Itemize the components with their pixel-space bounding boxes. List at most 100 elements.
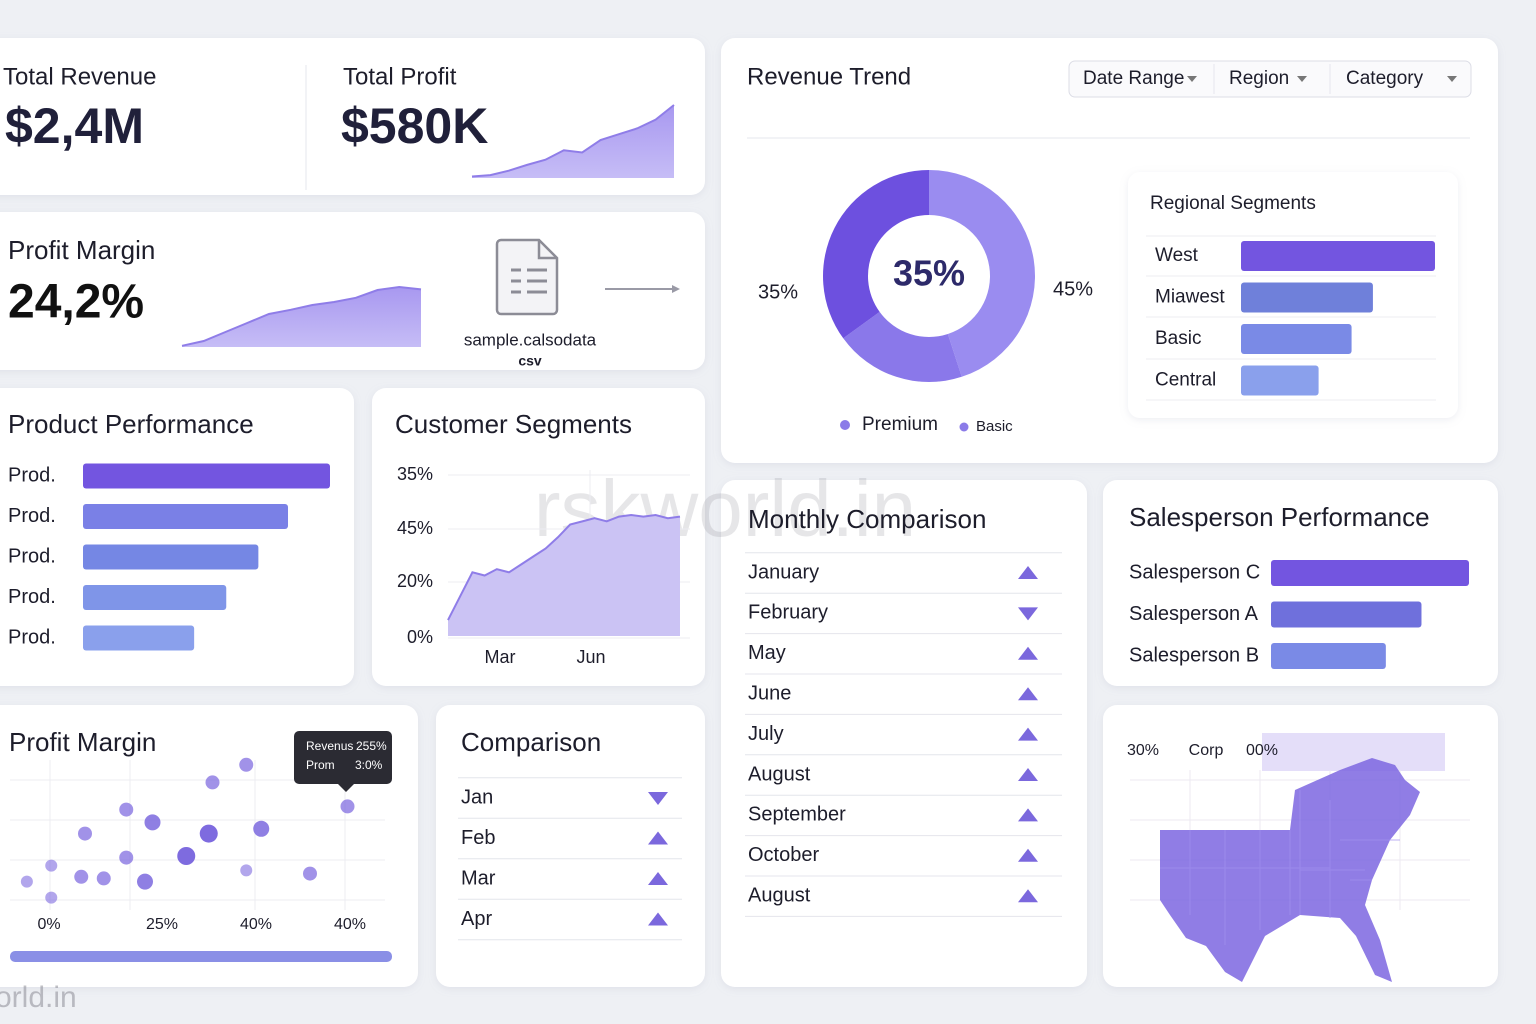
product-label: Prod. bbox=[8, 505, 56, 527]
comparison-card bbox=[436, 705, 705, 987]
regional-bar bbox=[1241, 241, 1435, 271]
salesperson-label: Salesperson C bbox=[1129, 561, 1260, 583]
monthly-comparison-card bbox=[721, 480, 1087, 987]
filter-dropdown[interactable]: Category bbox=[1346, 68, 1424, 89]
scatter-point bbox=[240, 864, 253, 877]
map-label: 00% bbox=[1246, 742, 1278, 759]
regional-bar bbox=[1241, 324, 1352, 354]
x-label: Mar bbox=[485, 647, 516, 667]
scatter-point bbox=[205, 775, 220, 790]
scatter-point bbox=[303, 866, 317, 881]
trend-up bbox=[1018, 768, 1038, 781]
x-label: 40% bbox=[334, 916, 366, 933]
scatter-point bbox=[74, 869, 89, 884]
y-label: 0% bbox=[407, 627, 433, 647]
trend-up bbox=[648, 831, 668, 845]
scatter-point bbox=[340, 799, 355, 814]
file-extension: csv bbox=[518, 353, 542, 369]
scatter-point bbox=[177, 847, 196, 865]
row-label: February bbox=[748, 602, 828, 624]
x-label: 25% bbox=[146, 916, 178, 933]
row-label: Mar bbox=[461, 867, 496, 889]
salesperson-bar bbox=[1271, 601, 1422, 628]
segment-area bbox=[448, 515, 680, 636]
range-slider[interactable] bbox=[10, 951, 392, 962]
kpi-value: 24,2% bbox=[8, 276, 144, 329]
kpi-value: $580K bbox=[341, 98, 488, 154]
donut-segment bbox=[843, 311, 962, 382]
trend-up bbox=[1018, 727, 1038, 741]
product-label: Prod. bbox=[8, 586, 56, 608]
scatter-point bbox=[239, 757, 254, 772]
y-label: 20% bbox=[397, 571, 433, 591]
kpi-label: Total Profit bbox=[343, 63, 457, 90]
card-title: Salesperson Performance bbox=[1129, 502, 1430, 532]
regional-bar bbox=[1241, 282, 1373, 313]
legend-label: Premium bbox=[862, 414, 938, 435]
tooltip-text: Revenus bbox=[306, 739, 353, 753]
x-label: 0% bbox=[37, 916, 60, 933]
x-label: Jun bbox=[576, 647, 605, 667]
legend-label: Basic bbox=[976, 418, 1013, 435]
donut-center-label: 35% bbox=[893, 253, 965, 294]
tooltip bbox=[294, 731, 392, 784]
filter-dropdown[interactable]: Date Range bbox=[1083, 68, 1184, 89]
regional-label: Miawest bbox=[1155, 287, 1225, 308]
dropdown-caret[interactable] bbox=[1187, 76, 1197, 82]
regional-bar bbox=[1241, 365, 1319, 396]
product-performance-card bbox=[0, 388, 354, 686]
filter-bar bbox=[1068, 60, 1472, 98]
sparkline-area-line bbox=[181, 285, 422, 347]
trend-up bbox=[1018, 566, 1038, 579]
map-label: Corp bbox=[1189, 742, 1224, 759]
kpi-value: $2,4M bbox=[5, 98, 144, 154]
dropdown-caret[interactable] bbox=[1447, 76, 1457, 82]
tooltip-text: 255% bbox=[356, 739, 387, 753]
row-label: Feb bbox=[461, 827, 495, 849]
row-label: October bbox=[748, 844, 819, 866]
trend-down bbox=[648, 792, 668, 805]
row-label: September bbox=[748, 804, 846, 826]
card-title: Monthly Comparison bbox=[748, 504, 986, 534]
regional-label: Basic bbox=[1155, 328, 1201, 349]
trend-up bbox=[1018, 889, 1038, 903]
donut-segment bbox=[929, 170, 1035, 377]
file-name: sample.calsodata bbox=[464, 330, 597, 349]
kpi-label: Total Revenue bbox=[3, 63, 156, 90]
scatter-point bbox=[45, 859, 58, 872]
salesperson-label: Salesperson A bbox=[1129, 603, 1259, 625]
segment-area-line bbox=[447, 513, 681, 621]
trend-up bbox=[648, 912, 668, 926]
donut-label: 45% bbox=[1053, 278, 1093, 300]
scatter-point bbox=[78, 826, 92, 841]
row-label: January bbox=[748, 561, 819, 583]
watermark: orld.in bbox=[0, 981, 77, 1014]
card-title: Profit Margin bbox=[9, 727, 156, 757]
scatter-point bbox=[20, 875, 33, 888]
scatter-point bbox=[119, 802, 134, 817]
row-label: May bbox=[748, 642, 786, 664]
scatter-point bbox=[119, 850, 134, 865]
tooltip-text: 3:0% bbox=[355, 758, 383, 772]
filter-dropdown[interactable]: Region bbox=[1229, 68, 1289, 89]
scatter-point bbox=[253, 820, 270, 837]
trend-down bbox=[1018, 607, 1038, 621]
row-label: August bbox=[748, 763, 811, 785]
regional-label: West bbox=[1155, 245, 1199, 266]
product-label: Prod. bbox=[8, 545, 56, 567]
product-label: Prod. bbox=[8, 626, 56, 648]
dropdown-caret[interactable] bbox=[1297, 76, 1307, 82]
salesperson-bar bbox=[1271, 643, 1386, 669]
product-bar bbox=[83, 544, 259, 570]
salesperson-bar bbox=[1271, 560, 1469, 586]
scatter-point bbox=[96, 871, 111, 886]
scatter-point bbox=[137, 873, 153, 890]
card-title: Regional Segments bbox=[1150, 193, 1316, 214]
kpi-card bbox=[0, 38, 705, 195]
scatter-point bbox=[199, 824, 218, 843]
trend-up bbox=[1018, 687, 1038, 701]
map-label: 30% bbox=[1127, 742, 1159, 759]
legend-marker bbox=[959, 422, 969, 432]
